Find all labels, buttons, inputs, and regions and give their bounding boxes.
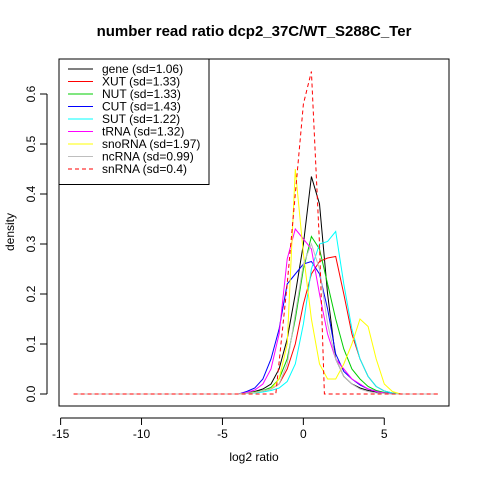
- series-line-7: [73, 242, 438, 395]
- y-tick-label: 0.2: [24, 285, 38, 302]
- x-tick-label: 5: [381, 427, 388, 441]
- y-tick-label: 0.4: [24, 185, 38, 202]
- y-tick-label: 0.6: [24, 85, 38, 102]
- legend-box: [58, 58, 210, 185]
- series-line-8: [73, 71, 438, 395]
- legend-label: tRNA (sd=1.32): [102, 125, 184, 139]
- y-tick-label: 0.0: [24, 385, 38, 402]
- plot-frame: [58, 58, 450, 407]
- y-tick-label: 0.3: [24, 235, 38, 252]
- legend: gene (sd=1.06)XUT (sd=1.33)NUT (sd=1.33)…: [58, 58, 210, 185]
- series-line-6: [73, 168, 438, 395]
- x-tick-label: -5: [217, 427, 228, 441]
- series-line-5: [73, 227, 438, 395]
- legend-label: XUT (sd=1.33): [102, 75, 180, 89]
- chart-title: number read ratio dcp2_37C/WT_S288C_Ter: [97, 23, 412, 40]
- y-tick-label: 0.1: [24, 335, 38, 352]
- legend-label: NUT (sd=1.33): [102, 87, 181, 101]
- y-tick-label: 0.5: [24, 135, 38, 152]
- legend-label: CUT (sd=1.43): [102, 100, 181, 114]
- legend-label: snRNA (sd=0.4): [102, 162, 187, 176]
- y-axis: 0.0 0.1 0.2 0.3 0.4 0.5 0.6: [24, 85, 48, 402]
- x-axis: -15 -10 -5 0 5: [52, 417, 388, 441]
- x-tick-label: 0: [300, 427, 307, 441]
- legend-label: ncRNA (sd=0.99): [102, 150, 194, 164]
- x-axis-label: log2 ratio: [229, 450, 279, 464]
- series-line-4: [73, 230, 438, 395]
- legend-label: SUT (sd=1.22): [102, 112, 180, 126]
- legend-label: gene (sd=1.06): [102, 62, 183, 76]
- x-tick-label: -10: [133, 427, 151, 441]
- legend-label: snoRNA (sd=1.97): [102, 137, 200, 151]
- y-axis-label: density: [3, 213, 17, 251]
- plot-lines: [73, 71, 438, 395]
- x-tick-label: -15: [52, 427, 70, 441]
